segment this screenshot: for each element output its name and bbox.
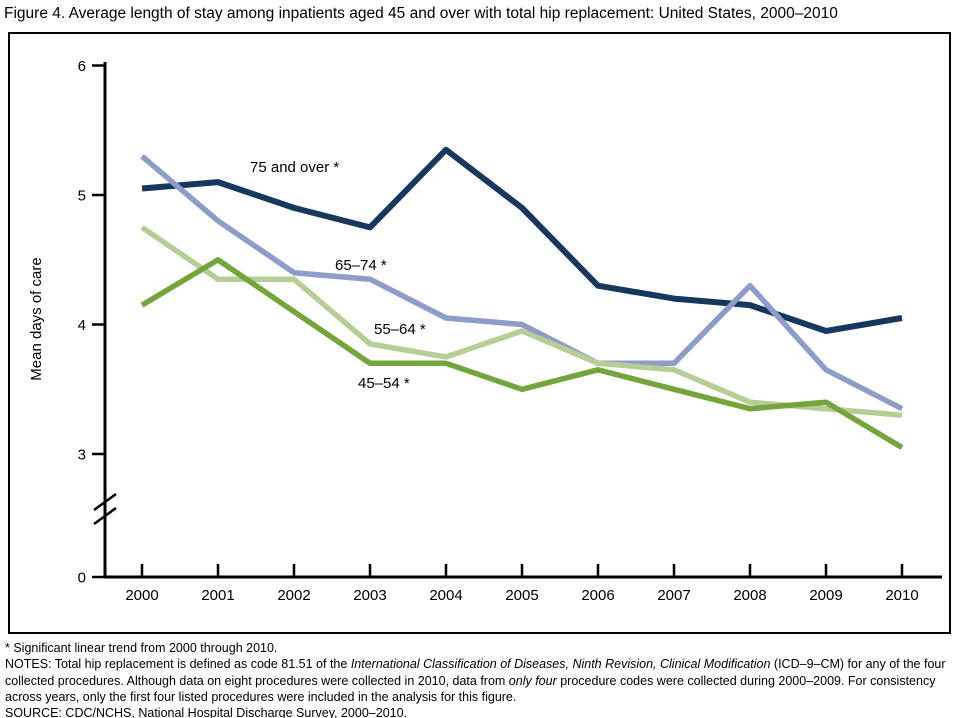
footnote-text: International Classification of Diseases… [350,657,771,672]
footnote-source: SOURCE: CDC/NCHS, National Hospital Disc… [5,705,955,718]
footnote-text: SOURCE: CDC/NCHS, National Hospital Disc… [5,706,408,718]
series-line-45-54 [140,257,904,450]
series-label-45-54: 45–54 * [358,375,410,392]
x-tick-label: 2004 [429,587,462,604]
x-tick-label: 2003 [353,587,386,604]
footnote-text: NOTES: Total hip replacement is defined … [5,657,351,672]
chart-frame: Mean days of care 0 3 4 5 6 2000 2001 2002 2003 2… [8,32,951,634]
axis-break-mark [93,506,117,526]
footnote-text: (ICD–9–CM) for any of the four collected… [5,657,946,688]
x-tick-label: 2002 [277,587,310,604]
x-tick-label: 2000 [125,587,158,604]
footnotes: * Significant linear trend from 2000 thr… [5,640,955,718]
footnote-text: * Significant linear trend from 2000 thr… [5,641,278,655]
y-tick-label: 4 [78,317,86,334]
axis-break-mark [93,492,117,512]
series-line-75-and-over [141,146,903,334]
x-tick-label: 2007 [657,587,690,604]
y-tick-label: 6 [78,58,86,75]
series-label-65-74: 65–74 * [335,257,387,274]
series-line-65-74 [140,154,904,412]
footnote-text: procedure codes were collected during 20… [5,673,936,704]
y-tick-label: 3 [78,447,86,464]
x-tick-label: 2010 [885,587,918,604]
x-tick-label: 2006 [581,587,614,604]
x-tick-label: 2009 [809,587,842,604]
footnote-notes: NOTES: Total hip replacement is defined … [5,656,955,705]
line-chart: 0 3 4 5 6 2000 2001 2002 2003 2004 2005 2006 2007 200… [78,58,942,604]
series-label-75-and-over: 75 and over * [250,159,339,176]
x-tick-label: 2001 [201,587,234,604]
series-label-55-64: 55–64 * [374,321,426,338]
y-tick-label: 0 [78,570,86,587]
figure-title: Figure 4. Average length of stay among i… [4,5,838,22]
y-tick-label: 5 [78,188,86,205]
footnote-significance: * Significant linear trend from 2000 thr… [5,640,955,656]
footnote-text: only four [508,673,557,688]
x-tick-label: 2008 [733,587,766,604]
x-tick-label: 2005 [505,587,538,604]
